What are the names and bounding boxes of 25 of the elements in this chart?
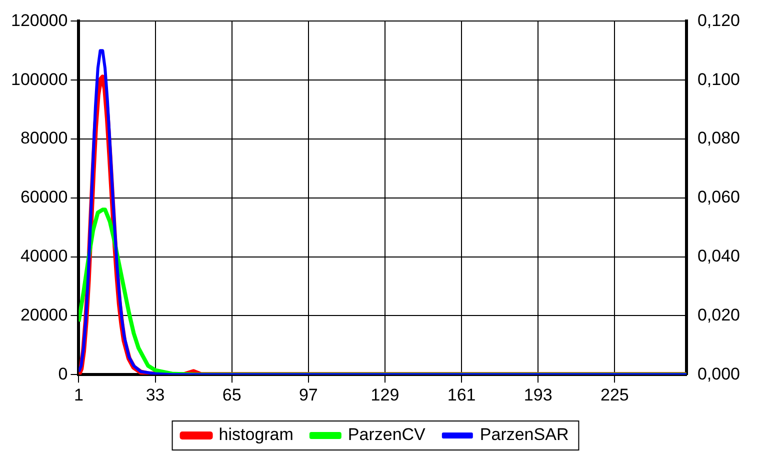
x-tick-label: 161: [447, 385, 476, 404]
y2-tick-label: 0,040: [697, 246, 740, 266]
y2-tick-label: 0,060: [697, 188, 740, 207]
x-tick-label: 65: [222, 385, 242, 404]
y2-tick-label: 0,120: [697, 10, 740, 30]
y-tick-label: 20000: [20, 305, 68, 324]
y2-tick-label: 0,000: [697, 364, 740, 384]
x-tick-label: 193: [524, 385, 552, 404]
y-tick-label: 120000: [10, 10, 68, 30]
y-tick-label: 40000: [20, 246, 68, 266]
y2-tick-label: 0,080: [697, 128, 740, 148]
x-tick-label: 33: [146, 385, 165, 404]
y-tick-label: 0: [58, 364, 68, 384]
legend-label: ParzenCV: [348, 425, 426, 444]
x-tick-label: 225: [600, 385, 629, 404]
legend-label: ParzenSAR: [480, 425, 569, 444]
y-tick-label: 80000: [20, 128, 68, 148]
x-tick-label: 1: [74, 385, 84, 404]
legend-label: histogram: [218, 425, 294, 444]
y-tick-label: 60000: [20, 188, 68, 207]
y2-tick-label: 0,020: [697, 305, 740, 324]
y2-tick-label: 0,100: [697, 70, 740, 89]
x-tick-label: 129: [370, 385, 400, 404]
y-tick-label: 100000: [10, 70, 68, 89]
x-tick-label: 97: [298, 385, 318, 404]
